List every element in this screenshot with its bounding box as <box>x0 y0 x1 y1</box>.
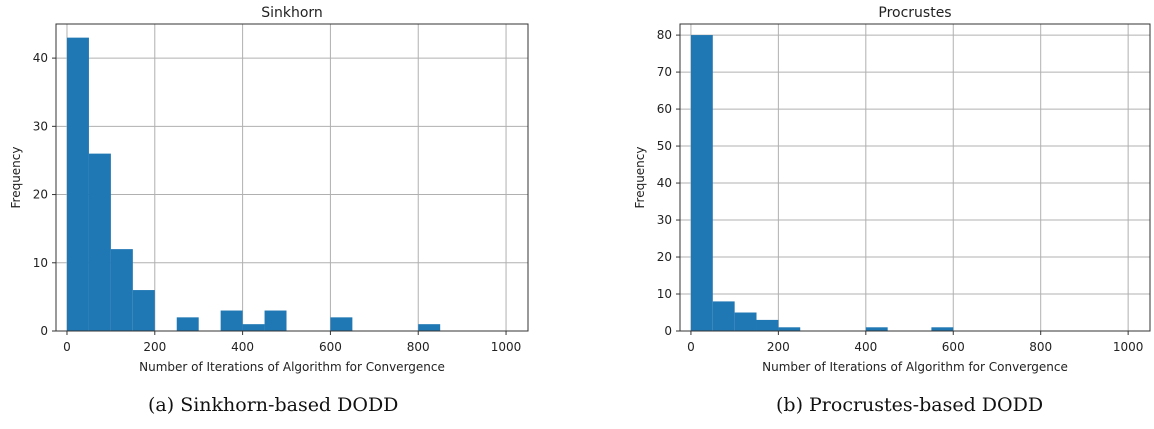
histogram-bar <box>778 327 801 331</box>
y-tick-label: 80 <box>657 28 672 42</box>
y-tick-label: 50 <box>657 139 672 153</box>
y-axis-label: Frequency <box>9 147 23 209</box>
histogram-bar <box>756 319 779 331</box>
histogram-bar <box>132 290 155 331</box>
x-tick-label: 400 <box>231 340 254 354</box>
histogram-bar <box>712 301 735 331</box>
y-axis-label: Frequency <box>633 147 647 209</box>
x-axis-label: Number of Iterations of Algorithm for Co… <box>139 360 445 374</box>
x-tick-label: 400 <box>854 340 877 354</box>
x-axis-label: Number of Iterations of Algorithm for Co… <box>762 360 1068 374</box>
x-tick-label: 1000 <box>1113 340 1144 354</box>
histogram-bar <box>734 312 757 331</box>
histogram-bar <box>66 37 89 332</box>
histogram-bar <box>264 310 287 331</box>
y-tick-label: 0 <box>40 324 48 338</box>
x-tick-label: 0 <box>687 340 695 354</box>
y-tick-label: 20 <box>33 188 48 202</box>
x-tick-label: 800 <box>1029 340 1052 354</box>
histogram-bar <box>690 35 713 332</box>
y-tick-label: 70 <box>657 65 672 79</box>
y-tick-label: 40 <box>657 176 672 190</box>
y-tick-label: 60 <box>657 102 672 116</box>
chart-panel-1: 0 200 400 600 800 1000 0 10 20 30 40 Sinkhorn Number… <box>9 5 529 374</box>
x-tick-label: 200 <box>767 340 790 354</box>
x-tick-label: 600 <box>942 340 965 354</box>
y-tick-label: 30 <box>33 119 48 133</box>
histogram-bar <box>176 317 199 331</box>
x-tick-label: 600 <box>319 340 342 354</box>
histogram-bar <box>220 310 243 331</box>
axes-frame <box>679 23 1151 332</box>
y-tick-label: 20 <box>657 250 672 264</box>
chart-panel-2: 0 200 400 600 800 1000 0 10 20 30 40 50 60 70 80 Procru… <box>633 5 1151 374</box>
chart-title: Sinkhorn <box>261 5 323 21</box>
histogram-bar <box>931 327 954 331</box>
y-tick-label: 40 <box>33 51 48 65</box>
x-tick-label: 0 <box>63 340 71 354</box>
y-tick-label: 10 <box>657 287 672 301</box>
histogram-bar <box>88 153 111 331</box>
histogram-bar <box>110 249 133 331</box>
y-tick-label: 10 <box>33 256 48 270</box>
axes-frame <box>55 23 529 332</box>
caption-b: (b) Procrustes-based DODD <box>776 394 1044 416</box>
chart-title: Procrustes <box>878 5 951 21</box>
histogram-bar <box>242 324 265 331</box>
caption-a: (a) Sinkhorn-based DODD <box>148 394 399 416</box>
histogram-bar <box>865 327 888 331</box>
x-tick-label: 800 <box>407 340 430 354</box>
x-tick-label: 1000 <box>491 340 522 354</box>
histogram-bar <box>330 317 353 331</box>
y-tick-label: 30 <box>657 213 672 227</box>
x-tick-label: 200 <box>143 340 166 354</box>
histogram-bar <box>418 324 441 331</box>
y-tick-label: 0 <box>664 324 672 338</box>
